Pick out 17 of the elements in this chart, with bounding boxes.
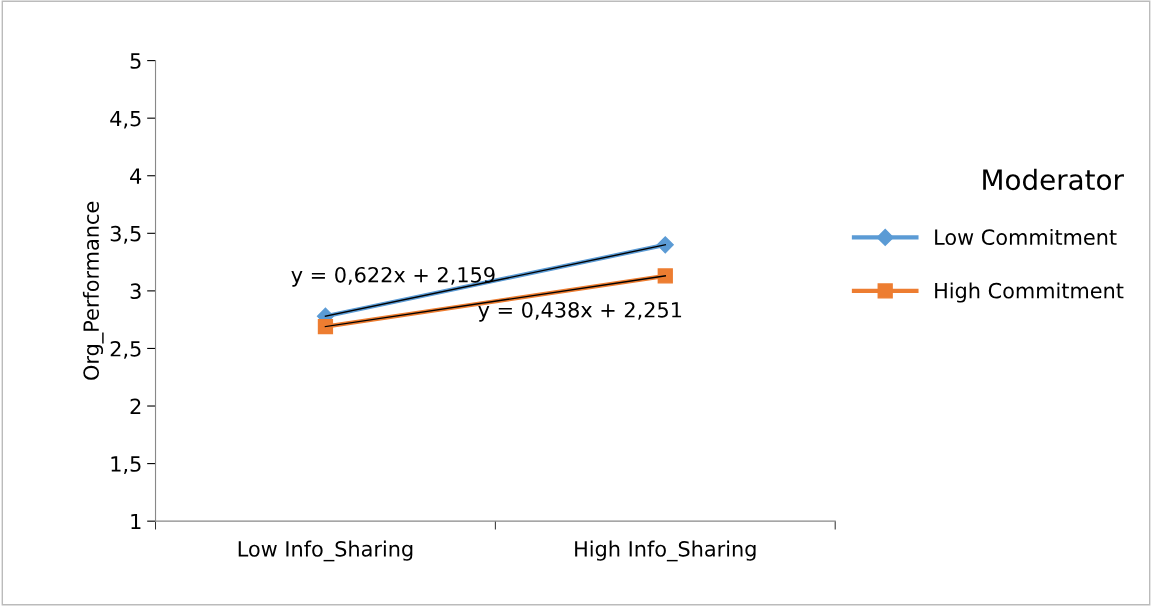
y-tick-label: 3 [130, 283, 141, 300]
legend-label: High Commitment [935, 282, 1124, 303]
y-tick-label: 2,5 [110, 340, 141, 359]
y-tick-label: 5 [130, 53, 141, 69]
x-tick-label: High Info_Sharing [575, 540, 756, 562]
y-tick-label: 4,5 [110, 110, 141, 129]
y-tick-label: 3,5 [110, 225, 141, 244]
legend-label: Low Commitment [935, 228, 1117, 246]
y-tick-label: 1,5 [111, 456, 141, 474]
annotation: y = 0,438x + 2,251 [478, 301, 682, 322]
annotation: y = 0,622x + 2,159 [291, 266, 495, 287]
y-tick-label: 2 [130, 398, 141, 414]
legend-title: Moderator [983, 168, 1124, 191]
y-axis-title: Org_Performance [82, 201, 104, 380]
y-tick-label: 4 [130, 168, 142, 184]
y-tick-label: 1 [131, 513, 141, 530]
x-tick-label: Low Info_Sharing [238, 540, 413, 562]
